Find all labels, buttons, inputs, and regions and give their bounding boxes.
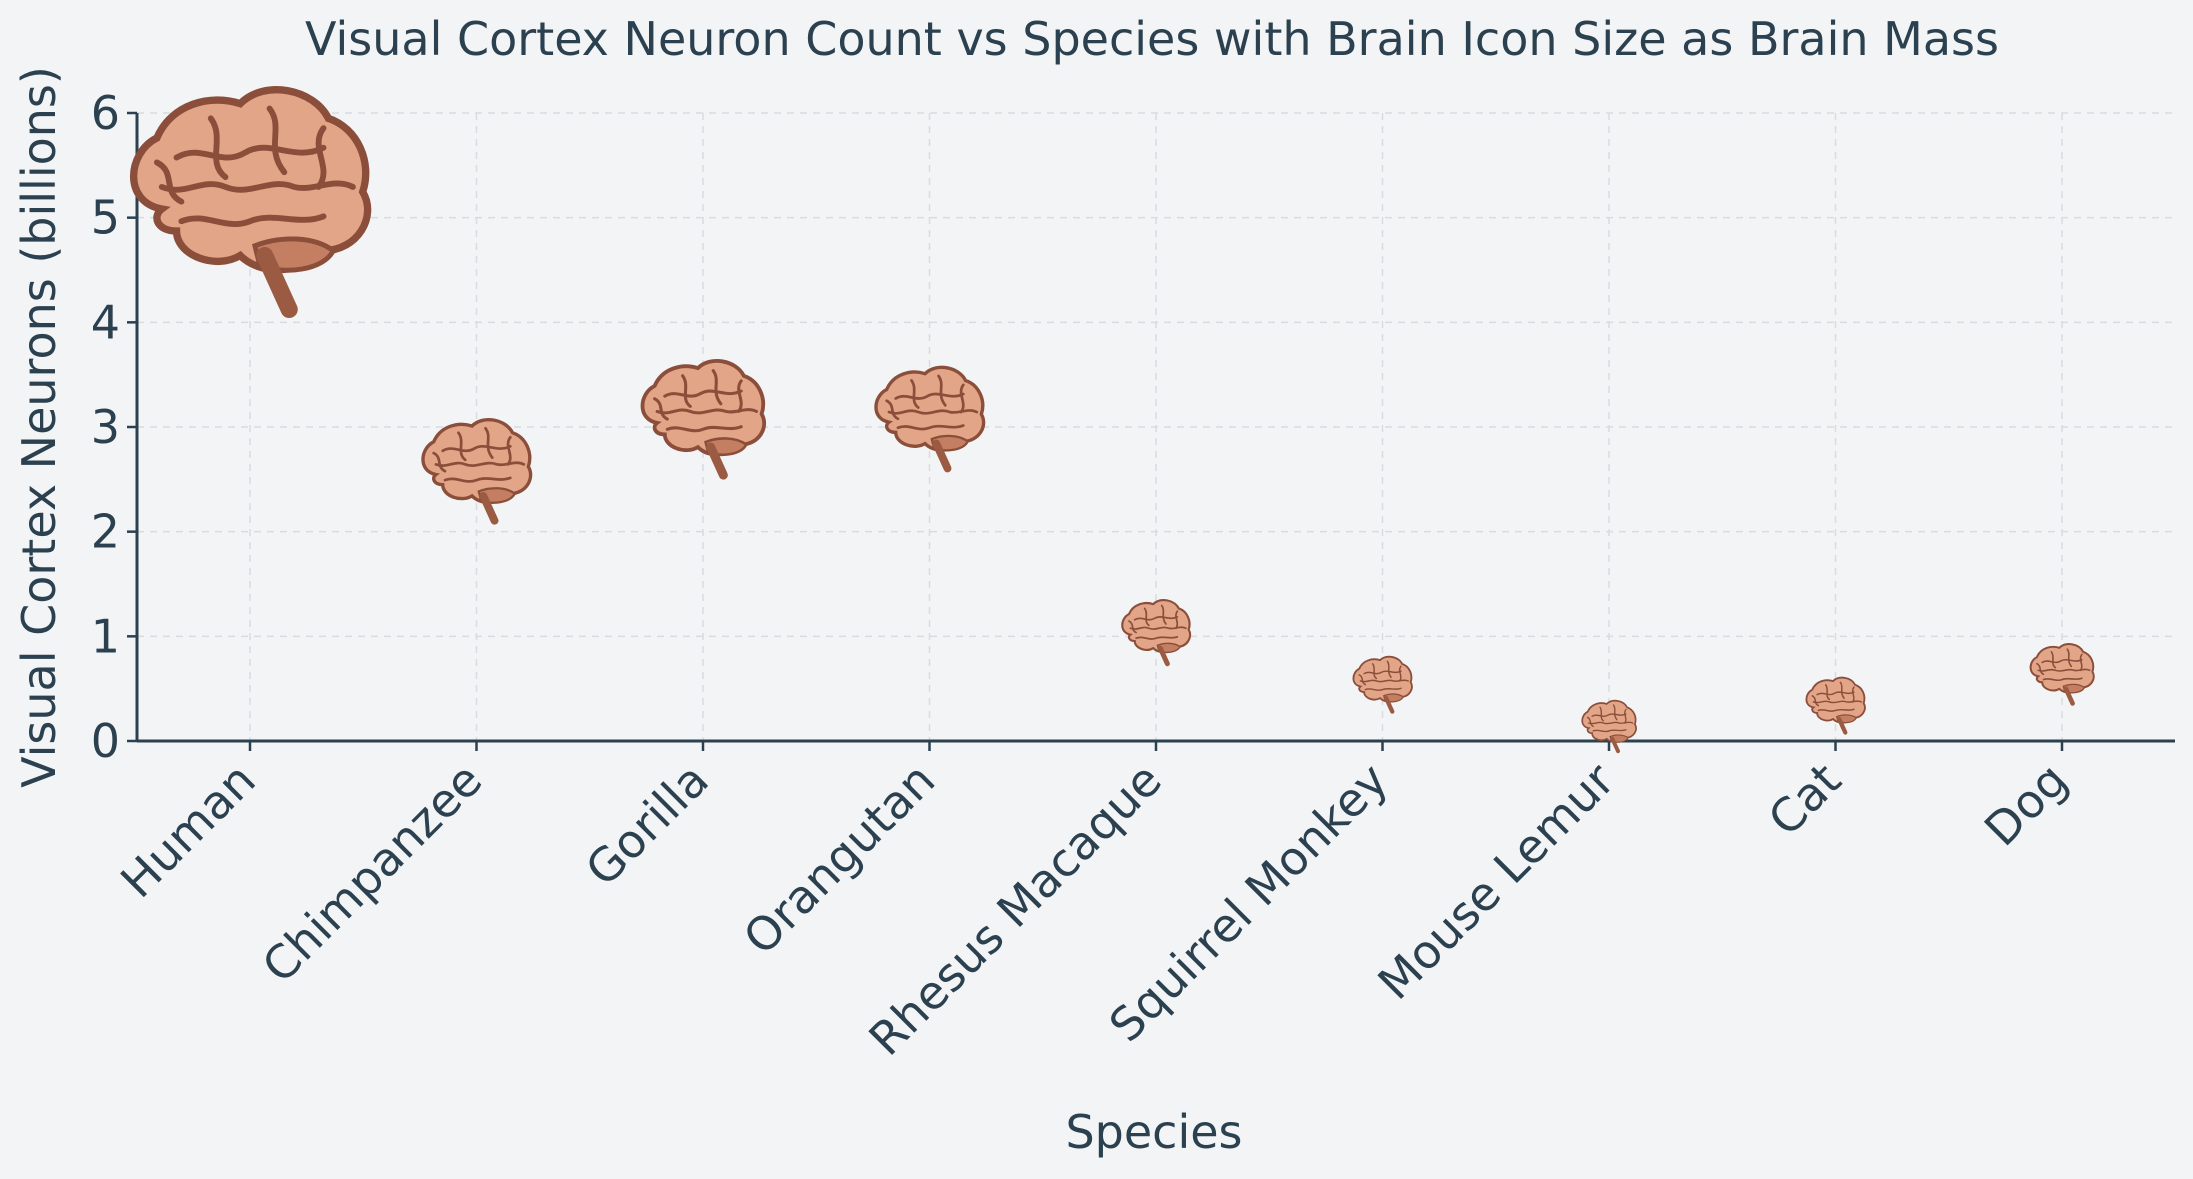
brain-marker: [134, 90, 368, 310]
x-axis-label: Species: [1065, 1105, 1242, 1159]
x-tick-label: Dog: [1974, 753, 2078, 857]
y-axis-label: Visual Cortex Neurons (billions): [12, 66, 66, 788]
y-tick-label: 3: [91, 400, 120, 454]
x-tick-label: Cat: [1758, 753, 1852, 847]
y-ticks: 0 1 2 3 4 5 6: [91, 86, 137, 768]
brain-marker: [1122, 600, 1190, 664]
y-tick-label: 6: [91, 86, 120, 140]
data-markers: [134, 90, 2094, 754]
brain-marker: [2031, 644, 2094, 703]
x-tick-label: Chimpanzee: [252, 753, 493, 994]
y-tick-label: 0: [91, 714, 120, 768]
x-tick-label: Gorilla: [575, 753, 719, 897]
grid: [137, 112, 2175, 741]
y-tick-label: 2: [91, 505, 120, 559]
x-tick-label: Human: [110, 753, 265, 908]
y-tick-label: 4: [91, 295, 120, 349]
y-tick-label: 1: [91, 609, 120, 663]
x-tick-label: Orangutan: [733, 753, 945, 965]
y-tick-label: 5: [91, 191, 120, 245]
x-tick-label: Mouse Lemur: [1367, 753, 1624, 1010]
chart-title: Visual Cortex Neuron Count vs Species wi…: [305, 12, 1999, 66]
brain-marker: [642, 361, 764, 475]
